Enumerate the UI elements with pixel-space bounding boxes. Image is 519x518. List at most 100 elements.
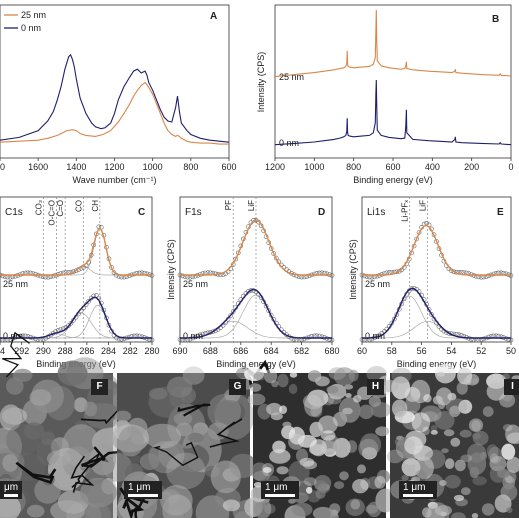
ref-label-E-1: LiF (419, 200, 428, 211)
x-tick-label-A: 1200 (104, 162, 124, 172)
sem-grain-2 (289, 372, 298, 378)
scale-bar-i: 1 μm (399, 481, 437, 499)
sem-grain-2 (288, 383, 298, 395)
sem-grain-3 (404, 387, 421, 402)
sem-grain-2 (326, 385, 339, 394)
series-line-A-0 (0, 81, 229, 145)
sem-grain-2 (334, 481, 345, 489)
sem-grain-2 (342, 407, 353, 415)
x-axis-label-A: Wave number (cm⁻¹) (73, 175, 157, 185)
panel-label-a: A (210, 11, 217, 22)
sem-grain-0 (50, 500, 86, 518)
sem-grain-3 (471, 432, 481, 440)
sem-grain-2 (374, 475, 386, 489)
panel-d-f1s: 690 688 686 684 682 680 Binding energy (eV) Int… (166, 196, 340, 369)
sem-grain-0 (26, 504, 45, 518)
data-point-C-0 (132, 271, 137, 277)
data-point-D-0 (271, 251, 277, 256)
x-tick-label-D: 690 (172, 346, 187, 356)
sem-grain-3 (445, 458, 455, 470)
fit-envelope-C-0 (0, 227, 152, 276)
scale-label-g: 1 μm (128, 482, 151, 493)
sem-grain-2 (348, 369, 359, 382)
sem-grain-2 (288, 433, 305, 450)
panel-c-c1s: 94292290288286284282280Binding energy (e… (0, 196, 160, 369)
data-point-C-1 (86, 298, 91, 304)
sem-grain-3 (456, 381, 468, 395)
sem-grain-2 (358, 438, 379, 458)
sem-grain-2 (339, 471, 349, 481)
data-point-C-1 (121, 336, 127, 342)
series-label-D-1: 0 nm (183, 331, 203, 341)
panel-label-i: I (504, 379, 519, 395)
series-label-E-0: 25 nm (365, 279, 390, 289)
data-point-D-1 (289, 335, 294, 341)
sem-grain-3 (497, 468, 510, 479)
panel-label-c: C (138, 207, 145, 218)
fit-envelope-C-1 (0, 296, 152, 339)
data-point-D-0 (306, 273, 312, 279)
sem-grain-3 (460, 487, 471, 496)
sem-grain-2 (357, 464, 366, 474)
sem-grain-3 (471, 513, 479, 518)
sem-grain-2 (315, 489, 326, 499)
sem-grain-2 (247, 393, 266, 406)
sem-grain-2 (346, 440, 358, 453)
sem-grain-3 (506, 507, 513, 513)
sem-grain-1 (207, 393, 241, 429)
sem-grain-2 (333, 367, 355, 386)
sem-grain-3 (415, 469, 427, 483)
scale-line-g (128, 494, 158, 497)
plot-frame-B (274, 4, 512, 159)
sem-grain-3 (486, 444, 499, 458)
x-tick-label-A: 600 (221, 162, 236, 172)
sem-grain-3 (454, 459, 466, 472)
panel-label-b: B (492, 14, 499, 25)
ref-label-C-4: CH (91, 200, 100, 212)
sem-grain-3 (449, 405, 461, 417)
sem-grain-3 (453, 494, 465, 502)
sem-grain-3 (467, 452, 487, 475)
data-point-C-1 (126, 334, 132, 340)
sem-grain-3 (471, 420, 481, 432)
series-line-A-1 (0, 53, 230, 143)
x-tick-label-B: 1200 (265, 162, 285, 172)
sem-grain-3 (401, 474, 409, 481)
sem-grain-2 (309, 421, 323, 438)
x-tick-label-A: 00 (0, 162, 5, 172)
data-point-C-0 (109, 265, 114, 270)
sem-grain-3 (434, 411, 455, 430)
data-point-D-0 (180, 273, 185, 279)
sem-grain-3 (459, 429, 472, 438)
sem-grain-2 (368, 396, 381, 407)
x-tick-label-C: 292 (14, 346, 29, 356)
sem-grain-1 (129, 455, 144, 464)
sem-grain-2 (253, 372, 267, 381)
x-axis-label-B: Binding energy (eV) (353, 175, 433, 185)
panel-label-e: E (497, 207, 504, 218)
sem-grain-2 (297, 434, 317, 448)
data-point-E-0 (396, 268, 402, 274)
series-label-C-0: 25 nm (3, 279, 28, 289)
legend-label-1: 0 nm (21, 23, 41, 33)
sem-crack-1 (153, 441, 199, 467)
sem-grain-3 (502, 475, 516, 490)
element-label-C: C1s (5, 207, 23, 218)
data-point-C-0 (33, 271, 38, 277)
data-point-C-1 (33, 336, 38, 342)
sem-grain-2 (376, 469, 390, 484)
x-tick-label-A: 1000 (143, 162, 163, 172)
x-tick-label-C: 284 (101, 346, 116, 356)
x-tick-label-C: 94 (0, 346, 5, 356)
y-axis-label-b: Intensity (CPS) (256, 52, 266, 113)
data-point-C-1 (68, 320, 74, 326)
sem-grain-2 (320, 430, 336, 441)
data-point-C-0 (12, 273, 18, 279)
sem-grain-1 (187, 432, 204, 443)
panel-a-ftir: 00 1600 1400 1200 1000 800 600 Wave number (cm⁻… (0, 4, 237, 185)
plot-frame-E (361, 196, 512, 343)
panel-e-li1s: 60 58 56 54 52 50 Binding energy (eV) Intensity… (348, 196, 516, 369)
x-tick-label-D: 686 (233, 346, 248, 356)
sem-grain-0 (6, 377, 24, 395)
data-point-E-0 (451, 269, 457, 275)
